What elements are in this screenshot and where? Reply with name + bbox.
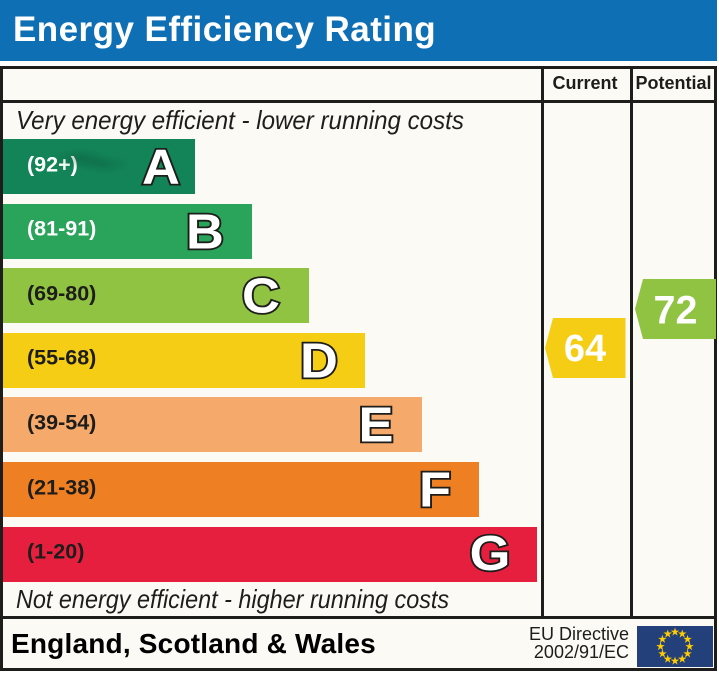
svg-text:E: E [359, 397, 394, 452]
svg-text:G: G [470, 525, 511, 580]
svg-text:B: B [186, 204, 224, 259]
svg-text:64: 64 [564, 328, 606, 370]
svg-text:A: A [142, 139, 180, 194]
svg-text:F: F [419, 462, 451, 517]
svg-text:D: D [300, 333, 338, 388]
svg-text:72: 72 [654, 289, 698, 333]
svg-text:C: C [242, 268, 280, 323]
